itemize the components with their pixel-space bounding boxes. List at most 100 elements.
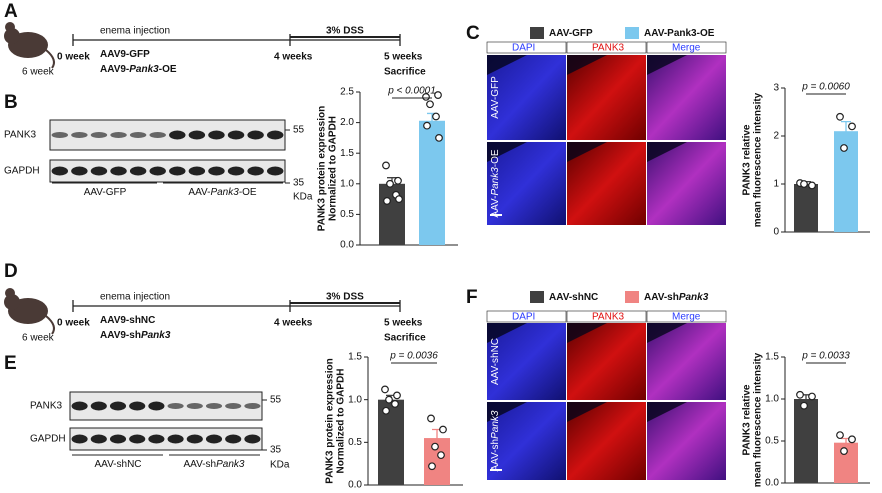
group-part: Pank3 xyxy=(141,330,171,341)
p-value: p = 0.0036 xyxy=(389,351,438,362)
y-tick-label: 0.5 xyxy=(348,437,362,448)
band xyxy=(51,166,69,176)
y-tick-label: 1.0 xyxy=(348,394,362,405)
y-tick-label: 1.0 xyxy=(340,178,354,189)
y-axis-label: Normalized to GAPDH xyxy=(336,368,347,473)
band xyxy=(188,166,206,176)
data-point xyxy=(427,414,435,423)
group-label: AAV-shPank3 xyxy=(184,459,245,470)
row-label: AAV-Pank3-OE xyxy=(490,149,501,218)
band xyxy=(247,130,264,140)
unit: KDa xyxy=(270,460,290,471)
micrograph xyxy=(567,55,646,140)
group-part: AAV9-shNC xyxy=(100,315,155,326)
channel-label: Merge xyxy=(672,312,701,323)
band-label: GAPDH xyxy=(4,166,40,177)
marker: 55 xyxy=(293,125,305,136)
blot-box xyxy=(69,427,263,451)
band xyxy=(90,434,107,444)
channel-label: PANK3 xyxy=(592,312,624,323)
age: 6 week xyxy=(22,67,55,78)
mid: 4 weeks xyxy=(274,318,313,329)
band xyxy=(148,434,165,444)
group-part: Pank3 xyxy=(129,64,159,75)
band xyxy=(109,401,127,411)
y-axis-label: PANK3 relative xyxy=(742,384,753,455)
age: 6 week xyxy=(22,333,55,344)
group-part: AAV9-sh xyxy=(100,330,141,341)
y-tick-label: 1.5 xyxy=(340,148,354,159)
group: AAV9-GFP xyxy=(100,49,150,60)
y-tick-label: 0.5 xyxy=(340,209,354,220)
band xyxy=(225,403,242,409)
group-label-part: AAV-shNC xyxy=(94,459,141,470)
y-tick-label: 3 xyxy=(773,83,779,94)
group-label-part: Pank3 xyxy=(216,459,245,470)
y-tick-label: 1 xyxy=(773,179,779,190)
group: AAV9-shNC xyxy=(100,315,155,326)
blot-box xyxy=(49,159,286,183)
micrograph xyxy=(647,55,726,140)
end-note: Sacrifice xyxy=(384,333,426,344)
tissue-edge xyxy=(487,402,527,422)
y-tick-label: 2 xyxy=(773,131,779,142)
channel-header xyxy=(486,310,567,323)
row-label-part: AAV-shNC xyxy=(490,338,501,385)
group-label: AAV-shNC xyxy=(94,459,141,470)
row-label-part: -OE xyxy=(490,149,501,167)
tissue-edge xyxy=(487,323,527,343)
tissue-edge xyxy=(567,402,607,422)
legend-swatch xyxy=(625,291,639,303)
data-point xyxy=(394,176,402,185)
data-point xyxy=(439,425,447,434)
legend-label: AAV-GFP xyxy=(549,28,593,39)
p-value: p = 0.0033 xyxy=(801,351,850,362)
group: AAV9-Pank3-OE xyxy=(100,64,177,75)
micrograph xyxy=(487,55,566,140)
y-axis-label: Normalized to GAPDH xyxy=(328,116,339,221)
tissue-edge xyxy=(567,55,607,75)
band xyxy=(205,434,223,444)
group-label: AAV-Pank3-OE xyxy=(188,187,257,198)
band xyxy=(266,166,284,176)
legend-label: AAV-shPank3 xyxy=(644,292,709,303)
data-point xyxy=(836,431,844,440)
mouse-icon xyxy=(4,288,55,335)
band xyxy=(169,166,186,176)
unit: KDa xyxy=(293,192,313,203)
group-part: -OE xyxy=(159,64,177,75)
band xyxy=(227,166,245,176)
y-tick-label: 2.5 xyxy=(340,87,354,98)
band xyxy=(129,166,147,176)
data-point xyxy=(382,161,390,170)
legend-label-part: AAV-sh xyxy=(644,292,679,303)
band-label: PANK3 xyxy=(30,401,62,412)
band xyxy=(188,130,206,140)
band-label: PANK3 xyxy=(4,130,36,141)
band xyxy=(227,130,245,140)
y-axis-label: PANK3 protein expression xyxy=(317,106,328,231)
data-point xyxy=(385,395,393,404)
legend-label: AAV-Pank3-OE xyxy=(644,28,715,39)
y-axis-label: PANK3 relative xyxy=(742,124,753,195)
band xyxy=(244,403,261,409)
data-point xyxy=(381,385,389,394)
group-label-part: Pank3 xyxy=(210,187,239,198)
y-tick-label: 1.5 xyxy=(765,352,779,363)
tissue-edge xyxy=(647,323,687,343)
band xyxy=(208,130,225,140)
data-point xyxy=(437,451,445,460)
tissue-edge xyxy=(647,55,687,75)
micrograph xyxy=(647,142,726,225)
marker: 35 xyxy=(270,445,282,456)
y-tick-label: 0 xyxy=(773,227,779,238)
legend-label: AAV-shNC xyxy=(549,292,598,303)
bar xyxy=(794,399,818,483)
channel-header xyxy=(646,310,727,323)
end-note: Sacrifice xyxy=(384,67,426,78)
group-label-part: AAV- xyxy=(188,187,210,198)
legend-label-part: AAV-shNC xyxy=(549,292,598,303)
band xyxy=(90,166,108,176)
end: 5 weeks xyxy=(384,52,423,63)
y-axis-label: mean fluorescence intensity xyxy=(753,92,764,227)
